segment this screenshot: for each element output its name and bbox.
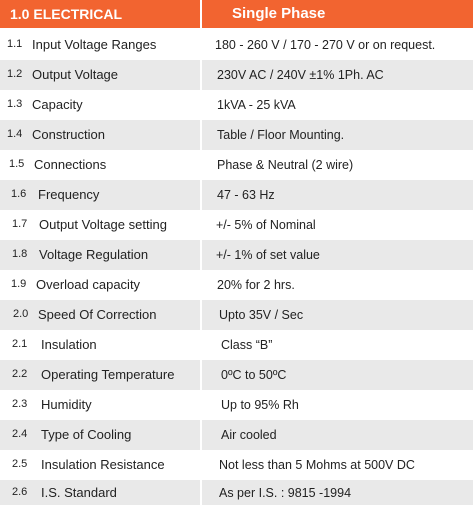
column-divider — [200, 90, 202, 120]
row-parameter: Frequency — [38, 187, 100, 202]
row-number: 1.6 — [11, 188, 27, 200]
row-number: 1.9 — [11, 278, 27, 290]
row-number: 2.6 — [12, 486, 28, 498]
row-value: 230V AC / 240V ±1% 1Ph. AC — [217, 68, 384, 82]
row-number: 2.0 — [13, 308, 29, 320]
row-value: Up to 95% Rh — [221, 398, 299, 412]
row-parameter: Operating Temperature — [41, 367, 175, 382]
table-row: 1.3 Capacity 1kVA - 25 kVA — [0, 90, 473, 120]
row-number: 1.4 — [7, 128, 23, 140]
column-divider — [200, 450, 202, 480]
row-parameter: Input Voltage Ranges — [32, 37, 157, 52]
table-row: 2.1 Insulation Class “B” — [0, 330, 473, 360]
phase-heading: Single Phase — [232, 5, 326, 22]
row-parameter: Construction — [32, 127, 105, 142]
row-number: 1.3 — [7, 98, 23, 110]
row-value: Phase & Neutral (2 wire) — [217, 158, 354, 172]
table-row: 1.7 Output Voltage setting +/- 5% of Nom… — [0, 210, 473, 240]
row-parameter: Humidity — [41, 397, 92, 412]
row-parameter: Output Voltage setting — [39, 217, 167, 232]
table-row: 2.5 Insulation Resistance Not less than … — [0, 450, 473, 480]
column-divider — [200, 210, 202, 240]
row-value: Table / Floor Mounting. — [217, 128, 345, 142]
table-row: 2.0 Speed Of Correction Upto 35V / Sec — [0, 300, 473, 330]
row-parameter: Speed Of Correction — [38, 307, 157, 322]
row-value: 180 - 260 V / 170 - 270 V or on request. — [215, 38, 436, 52]
row-number: 1.5 — [9, 158, 25, 170]
row-parameter: I.S. Standard — [41, 485, 117, 500]
column-divider — [200, 270, 202, 300]
row-value: 0ºC to 50ºC — [221, 368, 287, 382]
row-value: Class “B” — [221, 338, 273, 352]
row-value: Upto 35V / Sec — [219, 308, 304, 322]
column-divider — [200, 390, 202, 420]
table-row: 1.2 Output Voltage 230V AC / 240V ±1% 1P… — [0, 60, 473, 90]
row-value: 47 - 63 Hz — [217, 188, 275, 202]
row-parameter: Output Voltage — [32, 67, 119, 82]
row-value: Not less than 5 Mohms at 500V DC — [219, 458, 415, 472]
row-number: 1.1 — [7, 38, 23, 50]
row-parameter: Insulation — [41, 337, 97, 352]
row-parameter: Capacity — [32, 97, 83, 112]
row-number: 1.2 — [7, 68, 23, 80]
row-parameter: Insulation Resistance — [41, 457, 165, 472]
row-value: +/- 5% of Nominal — [216, 218, 316, 232]
row-number: 2.2 — [12, 368, 28, 380]
header-divider — [200, 0, 202, 28]
table-row: 2.2 Operating Temperature 0ºC to 50ºC — [0, 360, 473, 390]
table-row: 2.4 Type of Cooling Air cooled — [0, 420, 473, 450]
column-divider — [200, 60, 202, 90]
column-divider — [200, 120, 202, 150]
row-parameter: Connections — [34, 157, 107, 172]
column-divider — [200, 330, 202, 360]
row-parameter: Overload capacity — [36, 277, 141, 292]
column-divider — [200, 240, 202, 270]
section-title: 1.0 ELECTRICAL — [10, 6, 123, 22]
table-row: 1.9 Overload capacity 20% for 2 hrs. — [0, 270, 473, 300]
row-value: 1kVA - 25 kVA — [217, 98, 296, 112]
column-divider — [200, 420, 202, 450]
row-value: Air cooled — [221, 428, 277, 442]
row-number: 1.7 — [12, 218, 28, 230]
column-divider — [200, 30, 202, 60]
row-value: +/- 1% of set value — [216, 248, 320, 262]
row-value: 20% for 2 hrs. — [217, 278, 295, 292]
column-divider — [200, 300, 202, 330]
table-row: 1.1 Input Voltage Ranges 180 - 260 V / 1… — [0, 30, 473, 60]
column-divider — [200, 180, 202, 210]
row-parameter: Type of Cooling — [41, 427, 132, 442]
column-divider — [200, 150, 202, 180]
row-number: 2.1 — [12, 338, 28, 350]
row-number: 2.3 — [12, 398, 28, 410]
table-row: 1.4 Construction Table / Floor Mounting. — [0, 120, 473, 150]
table-row: 2.6 I.S. Standard As per I.S. : 9815 -19… — [0, 480, 473, 505]
table-row: 1.6 Frequency 47 - 63 Hz — [0, 180, 473, 210]
row-number: 1.8 — [12, 248, 28, 260]
column-divider — [200, 480, 202, 505]
table-row: 1.5 Connections Phase & Neutral (2 wire) — [0, 150, 473, 180]
table-header: 1.0 ELECTRICAL Single Phase — [0, 0, 473, 28]
table-row: 1.8 Voltage Regulation +/- 1% of set val… — [0, 240, 473, 270]
row-number: 2.4 — [12, 428, 28, 440]
table-row: 2.3 Humidity Up to 95% Rh — [0, 390, 473, 420]
row-parameter: Voltage Regulation — [39, 247, 149, 262]
row-number: 2.5 — [12, 458, 28, 470]
row-value: As per I.S. : 9815 -1994 — [219, 486, 352, 500]
column-divider — [200, 360, 202, 390]
